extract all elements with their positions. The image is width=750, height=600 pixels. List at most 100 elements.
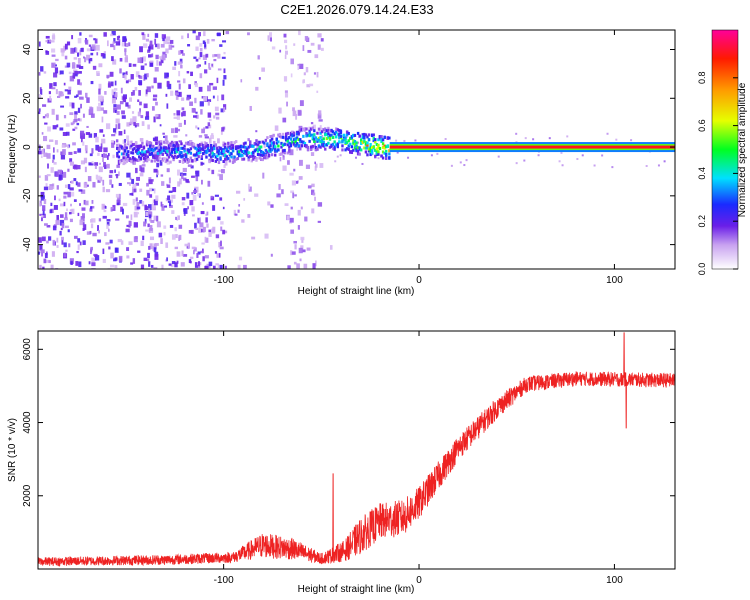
heatmap-cell [367, 138, 371, 142]
heatmap-cell [281, 143, 285, 147]
heatmap-cell [217, 145, 221, 149]
heatmap-cell [350, 151, 354, 155]
heatmap-cell [38, 251, 41, 255]
heatmap-cell [216, 157, 219, 161]
heatmap-cell [59, 203, 65, 207]
heatmap-cell [305, 131, 308, 135]
heatmap-cell [279, 49, 282, 53]
heatmap-cell [40, 249, 45, 254]
heatmap-cell [133, 222, 138, 228]
snr-ylabel: SNR (10 * v/v) [7, 418, 18, 482]
heatmap-cell [195, 111, 198, 114]
snr-frame [37, 330, 676, 570]
heatmap-cell [206, 143, 210, 147]
heatmap-cell [308, 126, 311, 130]
heatmap-cell [289, 144, 293, 148]
heatmap-cell [168, 44, 173, 50]
heatmap-cell [83, 157, 88, 164]
heatmap-cell [80, 133, 86, 139]
heatmap-cell [298, 30, 301, 36]
heatmap-cell [177, 61, 182, 65]
heatmap-cell [181, 107, 185, 111]
heatmap-cell [161, 181, 165, 186]
heatmap-cell [202, 226, 207, 232]
heatmap-cell [60, 151, 64, 156]
heatmap-cell [167, 200, 171, 203]
heatmap-cell [319, 125, 322, 131]
heatmap-cell [369, 143, 372, 147]
heatmap-cell [127, 79, 132, 83]
heatmap-cell [281, 135, 285, 139]
heatmap-cell [140, 115, 144, 119]
heatmap-cell [131, 143, 135, 147]
heatmap-cell [146, 155, 149, 160]
heatmap-cell [166, 103, 169, 109]
heatmap-cell [335, 143, 338, 147]
heatmap-cell [202, 146, 205, 150]
heatmap-cell [253, 149, 257, 153]
heatmap-cell [116, 146, 119, 150]
heatmap-cell [385, 153, 388, 157]
heatmap-cell [372, 133, 375, 137]
heatmap-cell [208, 149, 211, 153]
heatmap-cell [266, 150, 269, 154]
heatmap-cell [267, 149, 271, 153]
heatmap-cell [79, 82, 82, 86]
heatmap-cell [52, 33, 55, 36]
heatmap-cell [85, 39, 89, 45]
heatmap-cell [344, 139, 347, 143]
heatmap-cell [136, 147, 139, 151]
heatmap-cell [298, 125, 303, 129]
x-tick-label: -100 [214, 575, 234, 586]
heatmap-cell [361, 140, 364, 144]
heatmap-cell [115, 174, 119, 179]
heatmap-cell [61, 223, 65, 229]
heatmap-cell [164, 135, 168, 141]
y-tick-label: -20 [22, 188, 33, 203]
heatmap-cell [150, 220, 155, 223]
heatmap-cell [188, 230, 192, 234]
heatmap-cell [657, 164, 660, 167]
heatmap-cell [58, 198, 61, 202]
heatmap-cell [177, 128, 181, 132]
heatmap-cell [110, 252, 114, 259]
heatmap-cell [272, 141, 275, 145]
heatmap-cell [38, 150, 43, 155]
heatmap-cell [203, 96, 207, 101]
heatmap-cell [81, 207, 86, 211]
heatmap-cell [110, 43, 114, 48]
heatmap-cell [70, 47, 75, 54]
heatmap-cell [113, 45, 116, 50]
heatmap-cell [122, 139, 125, 144]
heatmap-cell [189, 101, 193, 106]
heatmap-cell [380, 137, 383, 141]
heatmap-cell [197, 144, 200, 148]
heatmap-cell [195, 175, 199, 182]
heatmap-cell [169, 224, 174, 228]
heatmap-cell [308, 129, 311, 133]
heatmap-cell [352, 141, 355, 145]
heatmap-cell [144, 153, 147, 157]
heatmap-cell [300, 140, 304, 144]
heatmap-cell [127, 182, 131, 185]
heatmap-cell [331, 147, 335, 151]
heatmap-cell [295, 130, 299, 134]
heatmap-cell [222, 149, 225, 153]
heatmap-cell [350, 136, 354, 140]
heatmap-cell [67, 191, 71, 198]
colorbar-label: Normalized spectral amplitude [737, 82, 748, 217]
heatmap-cell [377, 157, 380, 160]
heatmap-cell [133, 188, 137, 193]
heatmap-cell [167, 155, 171, 159]
heatmap-cell [309, 133, 313, 137]
heatmap-cell [270, 153, 274, 157]
heatmap-cell [145, 229, 149, 232]
heatmap-cell [139, 200, 143, 204]
heatmap-cell [167, 144, 171, 148]
heatmap-cell [316, 90, 319, 93]
heatmap-cell [288, 145, 291, 149]
heatmap-cell [145, 143, 149, 147]
snr-series-line [38, 332, 675, 568]
heatmap-cell [134, 124, 137, 128]
heatmap-cell [168, 177, 171, 184]
